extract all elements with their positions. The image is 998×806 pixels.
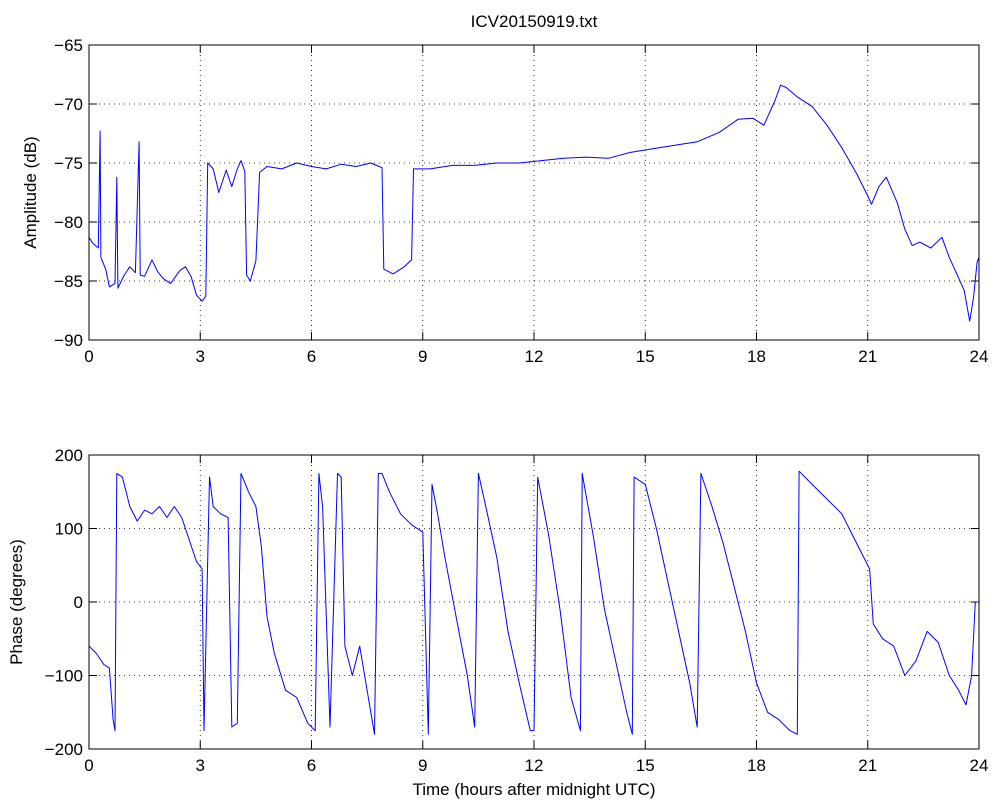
phase-x-tick-label: 9 [418, 756, 427, 775]
phase-x-tick-label: 12 [525, 756, 544, 775]
amplitude-x-tick-label: 6 [307, 347, 316, 366]
amplitude-x-tick-labels: 0 3 6 9 12 15 18 21 24 [84, 347, 988, 366]
phase-x-tick-label: 6 [307, 756, 316, 775]
phase-plot-frame [88, 454, 980, 750]
phase-x-axis-label: Time (hours after midnight UTC) [412, 780, 655, 799]
amplitude-y-tick-labels: −90 −85 −80 −75 −70 −65 [54, 36, 83, 350]
phase-panel: 0 3 6 9 12 15 18 21 24 −200 −100 0 100 200 Phase (de… [7, 446, 988, 799]
phase-x-tick-labels: 0 3 6 9 12 15 18 21 24 [84, 756, 988, 775]
phase-y-axis-label: Phase (degrees) [7, 539, 26, 665]
amplitude-y-tick-label: −85 [54, 272, 83, 291]
amplitude-y-tick-label: −70 [54, 95, 83, 114]
phase-x-tick-label: 3 [196, 756, 205, 775]
amplitude-grid [89, 45, 979, 340]
phase-x-tick-label: 0 [84, 756, 93, 775]
phase-y-tick-label: −200 [45, 740, 83, 759]
amplitude-x-tick-label: 0 [84, 347, 93, 366]
amplitude-x-tick-label: 15 [636, 347, 655, 366]
amplitude-x-tick-label: 12 [525, 347, 544, 366]
amplitude-plot-frame [88, 44, 980, 341]
phase-y-tick-label: 0 [74, 593, 83, 612]
amplitude-y-axis-label: Amplitude (dB) [21, 136, 40, 248]
phase-y-tick-label: 200 [55, 446, 83, 465]
amplitude-series-line [89, 84, 979, 322]
amplitude-y-tick-label: −65 [54, 36, 83, 55]
phase-y-tick-labels: −200 −100 0 100 200 [45, 446, 83, 759]
amplitude-series [89, 84, 979, 322]
phase-x-tick-label: 15 [636, 756, 655, 775]
amplitude-x-tick-label: 3 [196, 347, 205, 366]
amplitude-y-tick-label: −80 [54, 213, 83, 232]
amplitude-x-tick-label: 9 [418, 347, 427, 366]
phase-series-line [89, 470, 979, 735]
phase-series [89, 470, 979, 735]
amplitude-y-tick-label: −90 [54, 331, 83, 350]
phase-x-tick-label: 18 [747, 756, 766, 775]
phase-x-tick-label: 24 [970, 756, 989, 775]
amplitude-x-tick-label: 24 [970, 347, 989, 366]
amplitude-y-tick-label: −75 [54, 154, 83, 173]
chart-title: ICV20150919.txt [471, 12, 598, 31]
phase-x-tick-label: 21 [858, 756, 877, 775]
amplitude-x-tick-label: 18 [747, 347, 766, 366]
phase-y-tick-label: 100 [55, 520, 83, 539]
amplitude-panel: 0 3 6 9 12 15 18 21 24 −90 −85 −80 −75 −70 −65 Amplit… [21, 36, 988, 366]
amplitude-x-tick-label: 21 [858, 347, 877, 366]
phase-y-tick-label: −100 [45, 667, 83, 686]
